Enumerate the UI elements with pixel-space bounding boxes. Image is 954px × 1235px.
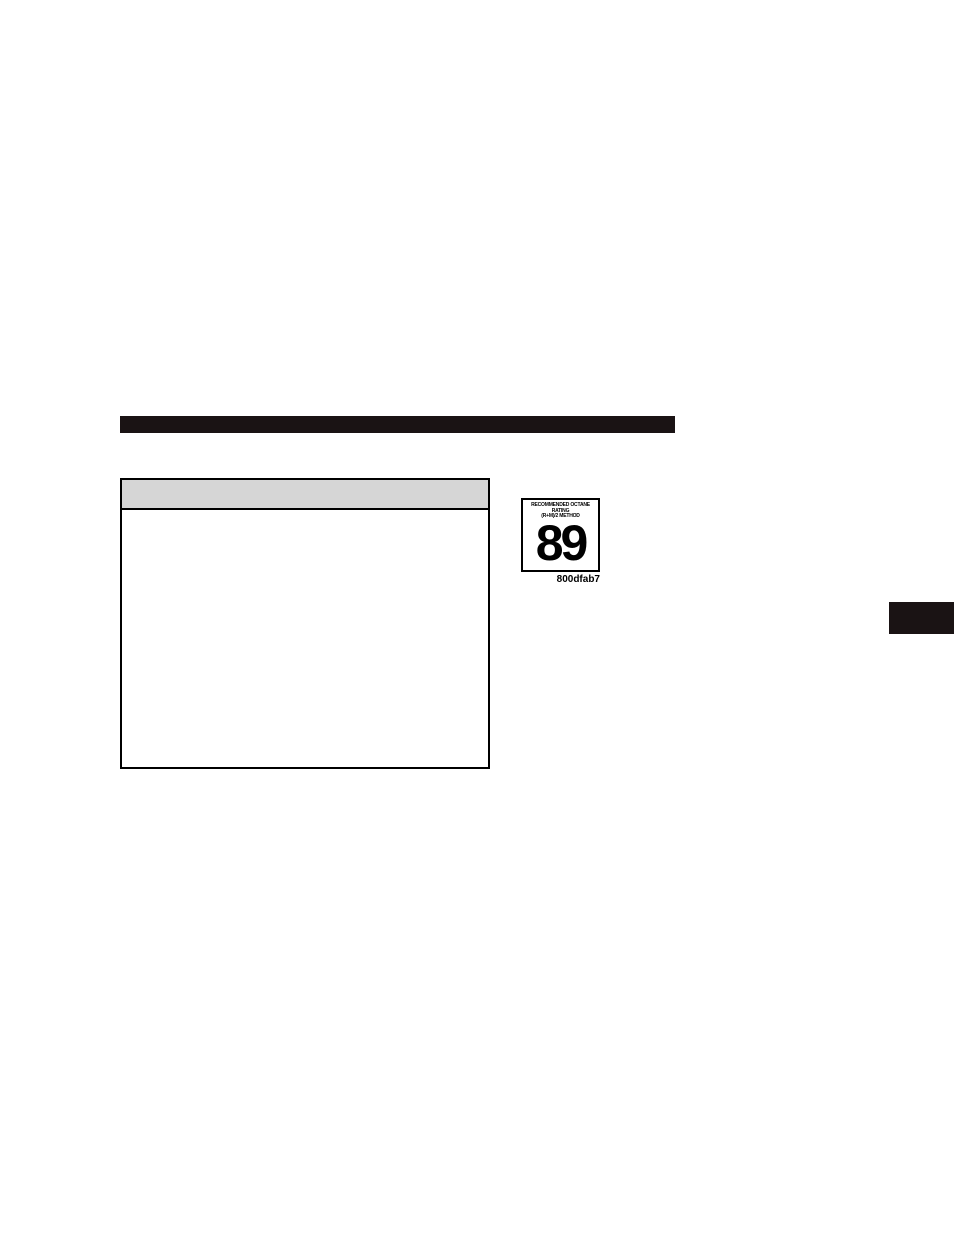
spec-table-header [122, 480, 488, 510]
spec-table [120, 478, 490, 769]
page-section-tab [889, 602, 954, 634]
octane-rating-label: RECOMMENDED OCTANE RATING (R+M)/2 METHOD… [521, 498, 600, 572]
octane-figure-caption: 800dfab7 [521, 574, 600, 585]
section-divider-bar [120, 416, 675, 433]
octane-number: 89 [523, 520, 598, 568]
